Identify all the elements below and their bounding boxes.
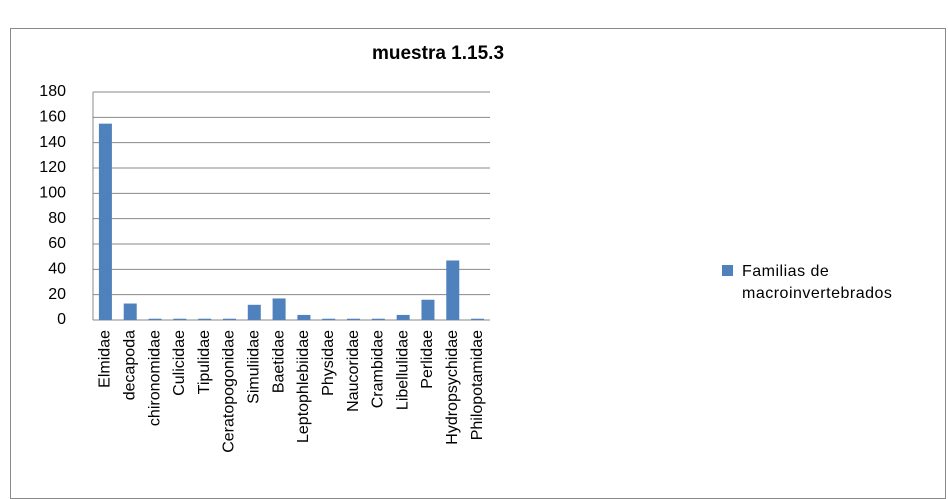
bar — [347, 318, 361, 320]
x-tick-label: Physidae — [320, 330, 337, 396]
x-tick-label: Elmidae — [97, 330, 114, 388]
y-tick-label: 40 — [48, 261, 66, 278]
chart-border — [10, 28, 946, 499]
y-tick-label: 80 — [48, 210, 66, 227]
bar — [247, 304, 261, 320]
y-tick-label: 100 — [39, 185, 66, 202]
x-tick-label: Perlidae — [419, 330, 436, 389]
y-tick-label: 120 — [39, 159, 66, 176]
chart-title: muestra 1.15.3 — [372, 43, 504, 64]
bar — [471, 318, 485, 320]
y-tick-label: 0 — [57, 311, 66, 328]
y-tick-label: 140 — [39, 134, 66, 151]
x-tick-label: Leptophlebiidae — [295, 330, 312, 443]
x-tick-label: Libellulidae — [394, 330, 411, 410]
x-tick-label: Tipulidae — [196, 330, 213, 394]
x-tick-label: Simuliidae — [246, 330, 263, 404]
legend-swatch — [722, 265, 733, 276]
x-tick-label: Hydropsychidae — [444, 330, 461, 445]
x-tick-label: Baetidae — [270, 330, 287, 393]
bar — [173, 318, 187, 320]
bar — [421, 299, 435, 320]
bar — [371, 318, 385, 320]
bar — [297, 314, 311, 320]
x-tick-label: Culicidae — [171, 330, 188, 396]
x-tick-label: decapoda — [121, 330, 138, 400]
y-tick-label: 160 — [39, 109, 66, 126]
bar — [446, 260, 460, 320]
x-tick-label: Naucoridae — [345, 330, 362, 412]
bar — [198, 318, 212, 320]
y-tick-label: 60 — [48, 235, 66, 252]
bar — [98, 123, 112, 321]
x-tick-label: Ceratopogonidae — [221, 330, 238, 453]
bar — [272, 298, 286, 320]
y-tick-label: 180 — [39, 83, 66, 100]
x-tick-label: Crambidae — [370, 330, 387, 408]
x-tick-label: Philopotamidae — [469, 330, 486, 440]
bar — [123, 303, 137, 320]
x-tick-label: chironomidae — [146, 330, 163, 426]
bar — [322, 318, 336, 320]
bar — [148, 318, 162, 320]
bar — [222, 318, 236, 320]
bar — [396, 314, 410, 320]
legend-label: Familias de macroinvertebrados — [742, 263, 893, 302]
y-tick-label: 20 — [48, 286, 66, 303]
